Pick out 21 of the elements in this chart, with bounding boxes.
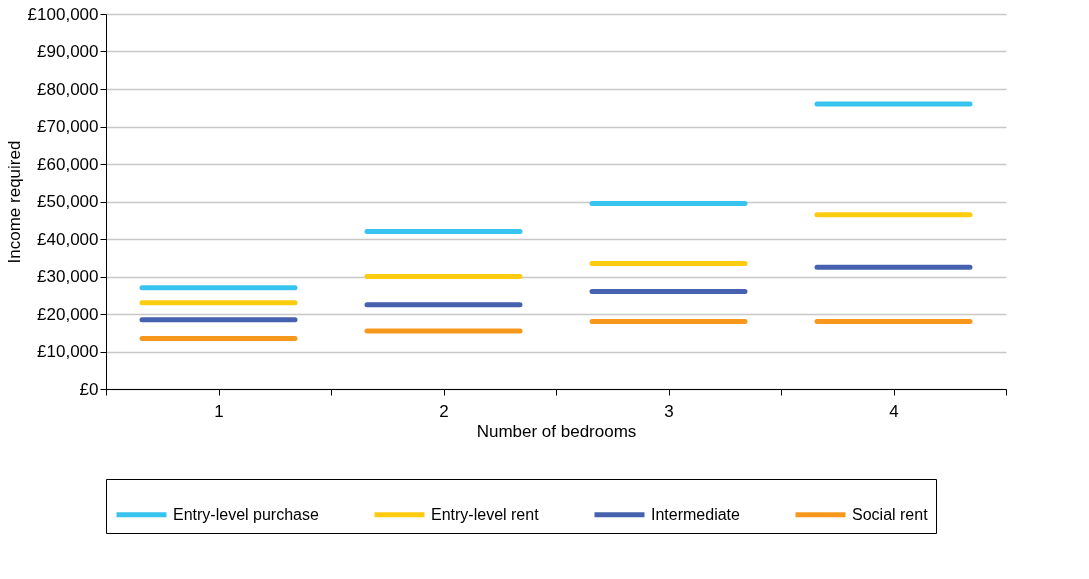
legend-label: Intermediate <box>651 505 741 523</box>
x-tick-label: 4 <box>889 401 899 421</box>
y-tick-label: £70,000 <box>37 117 99 136</box>
x-tick-label: 3 <box>664 401 674 421</box>
x-tick-label: 1 <box>214 401 224 421</box>
legend-label: Entry-level purchase <box>173 505 319 523</box>
y-tick-label: £60,000 <box>37 154 99 174</box>
x-tick-label: 2 <box>439 401 449 421</box>
y-tick-label: £80,000 <box>37 79 99 99</box>
y-tick-label: £0 <box>79 379 99 399</box>
y-tick-label: £90,000 <box>37 42 99 61</box>
legend-label: Entry-level rent <box>431 505 540 523</box>
y-tick-label: £100,000 <box>27 4 99 24</box>
legend-label: Social rent <box>852 505 929 523</box>
y-tick-label: £20,000 <box>37 304 99 324</box>
y-tick-label: £10,000 <box>37 342 99 361</box>
x-axis-title: Number of bedrooms <box>476 421 637 441</box>
y-tick-label: £30,000 <box>37 267 99 286</box>
y-axis-title: Income required <box>4 140 24 264</box>
y-tick-label: £50,000 <box>37 192 99 211</box>
y-tick-label: £40,000 <box>37 229 99 249</box>
